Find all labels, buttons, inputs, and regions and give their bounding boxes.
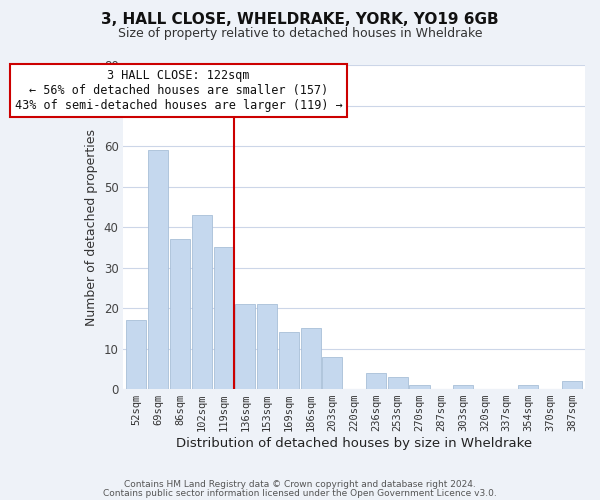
Bar <box>388 377 408 389</box>
Text: Size of property relative to detached houses in Wheldrake: Size of property relative to detached ho… <box>118 28 482 40</box>
Bar <box>366 373 386 389</box>
Bar <box>170 239 190 389</box>
Bar <box>192 215 212 389</box>
Text: Contains HM Land Registry data © Crown copyright and database right 2024.: Contains HM Land Registry data © Crown c… <box>124 480 476 489</box>
Bar <box>235 304 256 389</box>
Text: Contains public sector information licensed under the Open Government Licence v3: Contains public sector information licen… <box>103 488 497 498</box>
Text: 3, HALL CLOSE, WHELDRAKE, YORK, YO19 6GB: 3, HALL CLOSE, WHELDRAKE, YORK, YO19 6GB <box>101 12 499 28</box>
Bar <box>518 385 538 389</box>
Bar <box>214 248 233 389</box>
Bar <box>148 150 168 389</box>
Bar <box>279 332 299 389</box>
Bar <box>322 356 343 389</box>
Bar <box>127 320 146 389</box>
Bar <box>301 328 320 389</box>
Bar <box>453 385 473 389</box>
Text: 3 HALL CLOSE: 122sqm
← 56% of detached houses are smaller (157)
43% of semi-deta: 3 HALL CLOSE: 122sqm ← 56% of detached h… <box>14 69 343 112</box>
Y-axis label: Number of detached properties: Number of detached properties <box>85 128 98 326</box>
X-axis label: Distribution of detached houses by size in Wheldrake: Distribution of detached houses by size … <box>176 437 532 450</box>
Bar <box>409 385 430 389</box>
Bar <box>562 381 582 389</box>
Bar <box>257 304 277 389</box>
